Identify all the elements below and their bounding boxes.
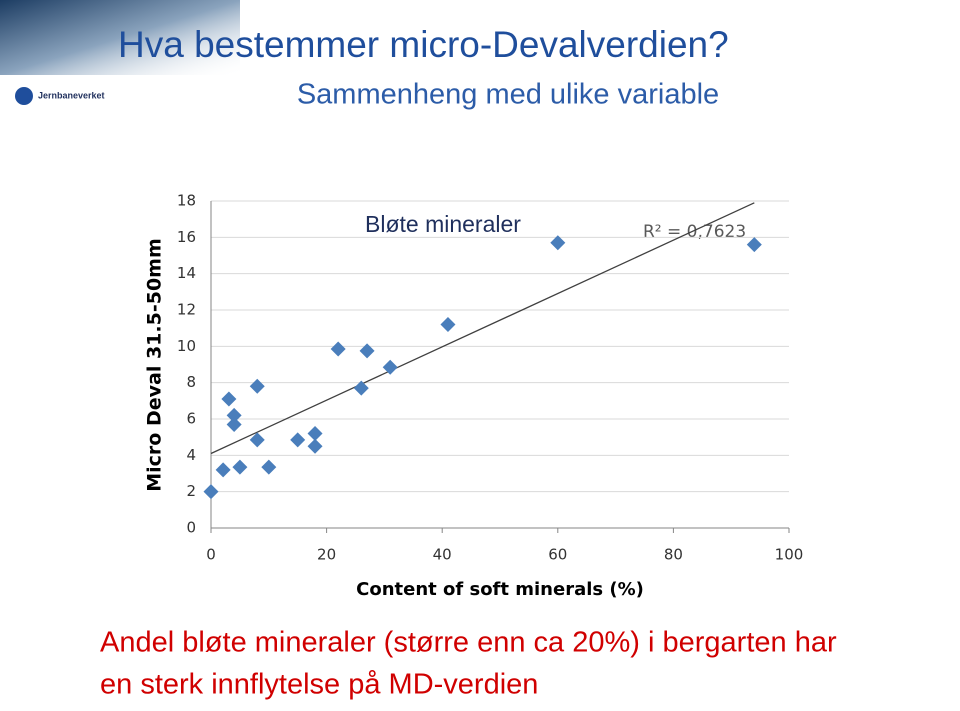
x-tick-label: 60 — [548, 546, 567, 564]
data-point — [215, 462, 231, 478]
trendline — [210, 202, 755, 455]
data-point — [307, 438, 323, 454]
y-tick-label: 14 — [177, 264, 196, 282]
y-tick-label: 18 — [177, 192, 196, 210]
y-tick-label: 12 — [177, 301, 196, 319]
logo-text: Jernbaneverket — [38, 90, 105, 100]
data-point — [249, 378, 265, 394]
data-point — [307, 426, 323, 442]
y-tick-label: 16 — [177, 228, 196, 246]
x-tick-label: 40 — [433, 546, 452, 564]
data-point — [290, 432, 306, 448]
x-tick-label: 20 — [317, 546, 336, 564]
y-tick-label: 2 — [186, 482, 196, 500]
y-tick-label: 6 — [186, 410, 196, 428]
header-photo — [0, 0, 240, 75]
data-point — [232, 459, 248, 475]
logo-icon — [15, 87, 33, 105]
y-tick-label: 4 — [186, 446, 196, 464]
caption-line: en sterk innflytelse på MD-verdien — [100, 669, 538, 701]
slide-subtitle: Sammenheng med ulike variable — [297, 79, 719, 111]
y-tick-label: 0 — [186, 519, 196, 537]
data-point — [330, 341, 346, 357]
data-point — [249, 432, 265, 448]
data-point — [226, 407, 242, 423]
chart-title: Bløte mineraler — [365, 211, 521, 237]
x-tick-label: 0 — [206, 546, 216, 564]
data-point — [359, 343, 375, 359]
data-point — [221, 391, 237, 407]
y-axis-label: Micro Deval 31.5-50mm — [144, 238, 166, 492]
data-point — [550, 235, 566, 251]
slide-title: Hva bestemmer micro-Devalverdien? — [118, 24, 729, 65]
x-axis-label: Content of soft minerals (%) — [356, 579, 644, 600]
x-tick-label: 100 — [775, 546, 804, 564]
r-squared: R² = 0,7623 — [643, 222, 746, 242]
data-point — [382, 359, 398, 375]
x-tick-label: 80 — [664, 546, 683, 564]
data-point — [353, 380, 369, 396]
y-tick-label: 8 — [186, 373, 196, 391]
data-point — [440, 317, 456, 333]
data-point — [203, 484, 219, 500]
caption-line: Andel bløte mineraler (større enn ca 20%… — [100, 627, 837, 659]
data-point — [261, 459, 277, 475]
data-point — [226, 416, 242, 432]
y-tick-label: 10 — [177, 337, 196, 355]
data-point — [746, 237, 762, 253]
